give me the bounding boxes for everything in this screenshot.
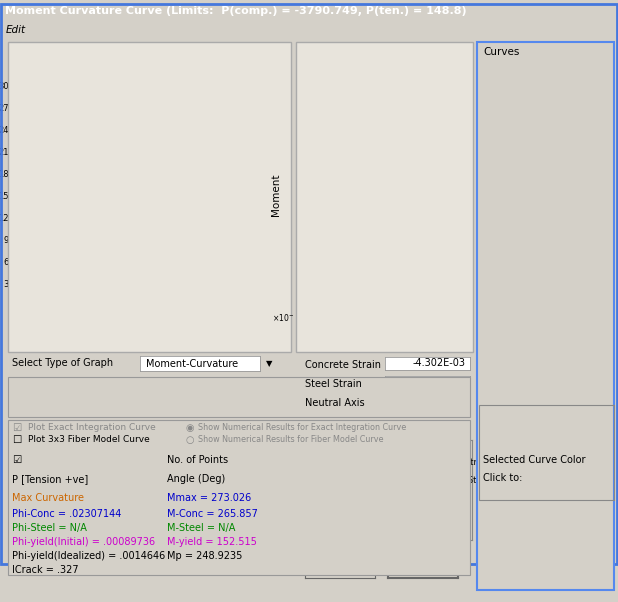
Text: Curves: Curves bbox=[483, 47, 519, 57]
Text: ICrack = .327: ICrack = .327 bbox=[12, 565, 78, 575]
Text: Phi-Conc = .02307144: Phi-Conc = .02307144 bbox=[12, 509, 121, 519]
Text: $\times$10$^{-}$: $\times$10$^{-}$ bbox=[272, 312, 294, 323]
Text: Moment: Moment bbox=[271, 174, 281, 216]
Text: Angle (Deg): Angle (Deg) bbox=[167, 474, 225, 484]
Text: M-Conc = 265.857: M-Conc = 265.857 bbox=[167, 509, 258, 519]
Text: Refresh: Refresh bbox=[321, 562, 358, 573]
Text: 0.0448: 0.0448 bbox=[432, 377, 466, 387]
Text: Phi-Steel = N/A: Phi-Steel = N/A bbox=[12, 523, 87, 533]
Text: ☐: ☐ bbox=[12, 435, 21, 445]
Text: New Curve: New Curve bbox=[488, 57, 544, 67]
Text: Concrete Strain: Concrete Strain bbox=[305, 360, 381, 370]
Text: Click to:: Click to: bbox=[483, 473, 522, 483]
Text: Max Curvature: Max Curvature bbox=[12, 493, 84, 503]
Text: ( 1.769E-02 , 270.68 ): ( 1.769E-02 , 270.68 ) bbox=[146, 381, 245, 390]
Text: 0.: 0. bbox=[238, 474, 247, 485]
Text: No. of Points: No. of Points bbox=[167, 455, 228, 465]
Text: Edit: Edit bbox=[6, 25, 27, 35]
Text: ☑: ☑ bbox=[12, 423, 21, 433]
Title: Strain Diagram: Strain Diagram bbox=[343, 64, 428, 74]
Text: Mmax = 273.026: Mmax = 273.026 bbox=[167, 493, 252, 503]
Text: -12: -12 bbox=[103, 474, 119, 485]
Text: M-yield = 152.515: M-yield = 152.515 bbox=[167, 537, 257, 547]
Text: Plot Exact Integration Curve: Plot Exact Integration Curve bbox=[28, 423, 156, 432]
Text: ○  Concrete Failure (Lowest Ultimate Strain): ○ Concrete Failure (Lowest Ultimate Stra… bbox=[303, 458, 494, 467]
Text: Details...: Details... bbox=[318, 541, 362, 550]
Text: ▼: ▼ bbox=[266, 359, 273, 368]
Text: Neutral Axis: Neutral Axis bbox=[305, 398, 365, 408]
Text: Phi-yield(Idealized) = .0014646: Phi-yield(Idealized) = .0014646 bbox=[12, 551, 165, 561]
Title: Curvature: Curvature bbox=[117, 64, 172, 74]
Text: ◉  Concrete Failure (Highest Ultimate Strain): ◉ Concrete Failure (Highest Ultimate Str… bbox=[303, 476, 497, 485]
Text: Selected Curve Color: Selected Curve Color bbox=[483, 455, 585, 465]
Text: Mp = 248.9235: Mp = 248.9235 bbox=[167, 551, 242, 561]
Text: Add Curve: Add Curve bbox=[521, 480, 571, 491]
Text: Plot 3x3 Fiber Model Curve: Plot 3x3 Fiber Model Curve bbox=[28, 435, 150, 444]
Text: ☑: ☑ bbox=[12, 455, 21, 465]
Text: Show Numerical Results for Exact Integration Curve: Show Numerical Results for Exact Integra… bbox=[198, 423, 406, 432]
Text: 1.2569: 1.2569 bbox=[432, 396, 466, 406]
Text: ☐  User Defined Curvature: ☐ User Defined Curvature bbox=[303, 512, 418, 521]
Text: Select Type of Graph: Select Type of Graph bbox=[12, 358, 113, 368]
Text: Moment-Curvature: Moment-Curvature bbox=[146, 359, 238, 368]
Text: Show Numerical Results for Fiber Model Curve: Show Numerical Results for Fiber Model C… bbox=[198, 435, 384, 444]
Text: Done: Done bbox=[410, 562, 436, 573]
Text: M-Steel = N/A: M-Steel = N/A bbox=[167, 523, 235, 533]
Text: Phi-yield(Initial) = .00089736: Phi-yield(Initial) = .00089736 bbox=[12, 537, 155, 547]
Text: Moment Curvature Curve (Limits:  P(comp.) = -3790.749, P(ten.) = 148.8): Moment Curvature Curve (Limits: P(comp.)… bbox=[5, 6, 467, 16]
Text: 0.0231: 0.0231 bbox=[106, 494, 137, 503]
Text: 20: 20 bbox=[238, 456, 250, 465]
Text: Delete Curve: Delete Curve bbox=[514, 520, 578, 529]
Text: Contour...: Contour... bbox=[399, 541, 446, 550]
Text: ◉: ◉ bbox=[185, 423, 193, 433]
Text: -4.302E-03: -4.302E-03 bbox=[413, 358, 466, 368]
Text: Steel Strain: Steel Strain bbox=[305, 379, 362, 389]
Text: Caltrans Idealized Model: Caltrans Idealized Model bbox=[32, 456, 144, 465]
Text: ○: ○ bbox=[185, 435, 193, 445]
Text: Analysis Control: Analysis Control bbox=[303, 443, 393, 453]
Text: Specify Scales/Headings...: Specify Scales/Headings... bbox=[10, 381, 129, 390]
Text: P [Tension +ve]: P [Tension +ve] bbox=[12, 474, 88, 484]
Text: ☑  First Rebar/Tendon Failure: ☑ First Rebar/Tendon Failure bbox=[303, 494, 428, 503]
